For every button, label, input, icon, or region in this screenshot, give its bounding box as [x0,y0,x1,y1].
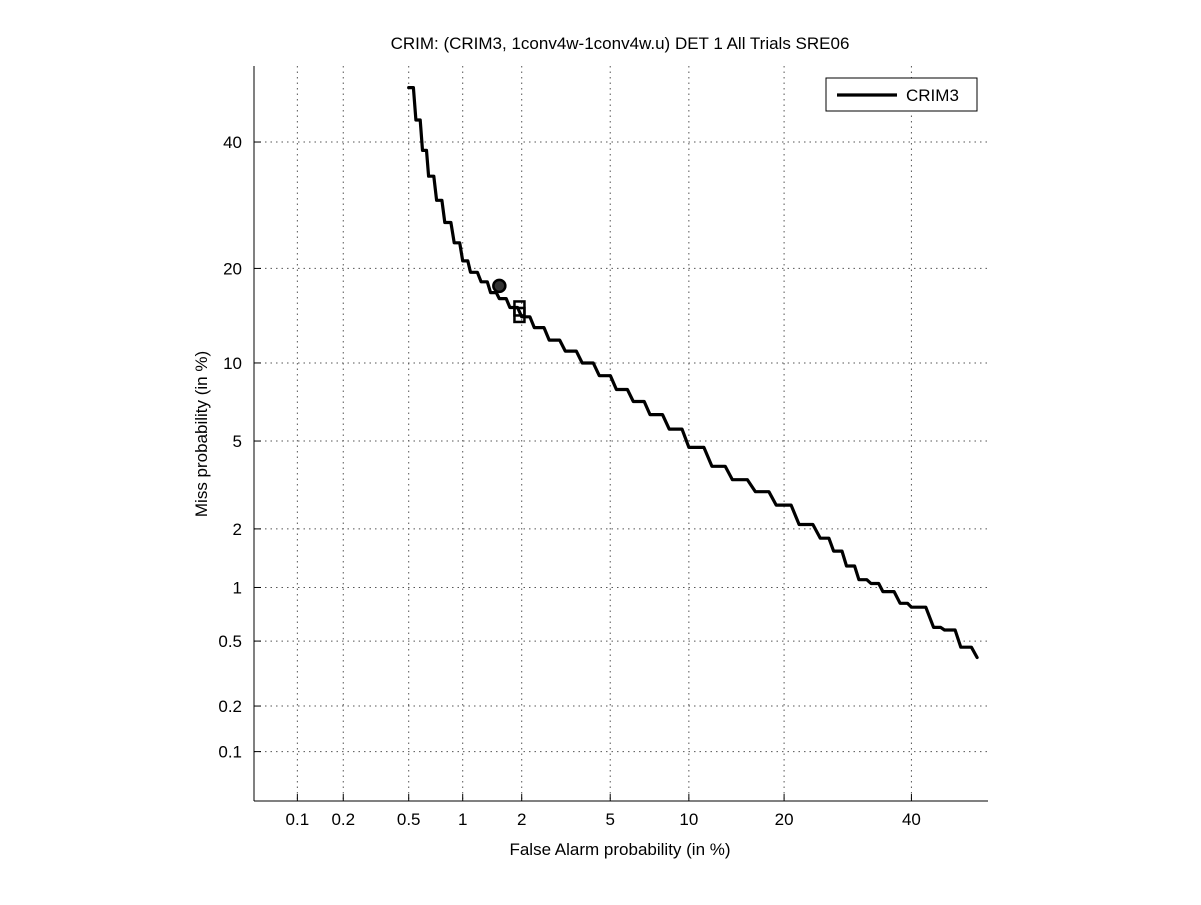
y-tick-label: 40 [223,133,242,152]
x-tick-label: 1 [458,810,467,829]
y-tick-label: 2 [233,520,242,539]
y-tick-label: 10 [223,354,242,373]
legend-label-crim3: CRIM3 [906,86,959,105]
min-dcf-circle-marker [493,280,505,292]
y-axis-label: Miss probability (in %) [192,351,211,517]
x-axis-label: False Alarm probability (in %) [509,840,730,859]
legend: CRIM3 [826,78,977,111]
x-tick-label: 10 [679,810,698,829]
chart-title: CRIM: (CRIM3, 1conv4w-1conv4w.u) DET 1 A… [391,34,850,53]
x-tick-label: 40 [902,810,921,829]
x-tick-label: 0.2 [331,810,355,829]
y-tick-label: 20 [223,259,242,278]
y-tick-label: 1 [233,578,242,597]
y-tick-label: 0.2 [218,697,242,716]
x-tick-label: 20 [775,810,794,829]
y-tick-label: 0.1 [218,743,242,762]
x-tick-label: 0.5 [397,810,421,829]
x-tick-label: 0.1 [286,810,310,829]
x-tick-label: 2 [517,810,526,829]
y-tick-label: 5 [233,432,242,451]
y-tick-label: 0.5 [218,632,242,651]
x-tick-label: 5 [605,810,614,829]
